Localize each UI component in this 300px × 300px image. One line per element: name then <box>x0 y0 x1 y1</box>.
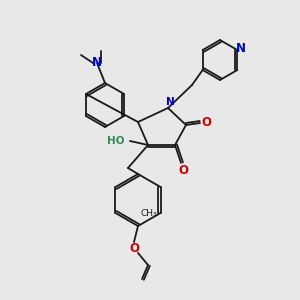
Text: O: O <box>129 242 139 256</box>
Text: N: N <box>92 56 102 70</box>
Text: O: O <box>178 164 188 178</box>
Text: O: O <box>201 116 211 130</box>
Text: CH₃: CH₃ <box>140 208 157 217</box>
Text: N: N <box>236 41 246 55</box>
Text: N: N <box>166 97 174 107</box>
Text: HO: HO <box>107 136 125 146</box>
